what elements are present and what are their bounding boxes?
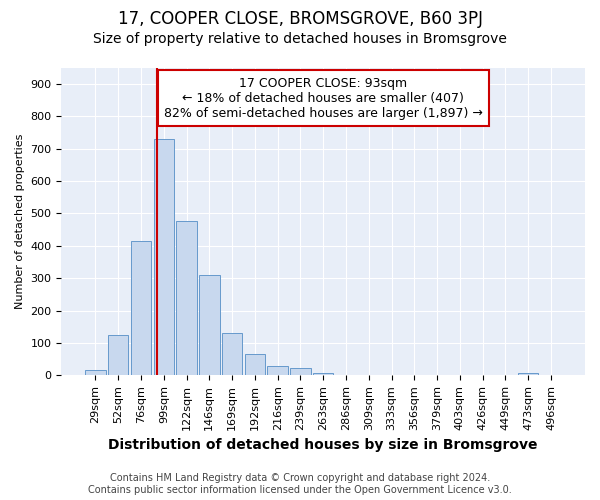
Text: Size of property relative to detached houses in Bromsgrove: Size of property relative to detached ho…	[93, 32, 507, 46]
Text: Contains HM Land Registry data © Crown copyright and database right 2024.
Contai: Contains HM Land Registry data © Crown c…	[88, 474, 512, 495]
Bar	[313, 372, 334, 376]
Bar	[154, 139, 174, 376]
Bar	[290, 368, 311, 376]
Bar	[222, 333, 242, 376]
Bar	[176, 222, 197, 376]
Text: 17, COOPER CLOSE, BROMSGROVE, B60 3PJ: 17, COOPER CLOSE, BROMSGROVE, B60 3PJ	[118, 10, 482, 28]
Bar	[85, 370, 106, 376]
Bar	[199, 275, 220, 376]
Y-axis label: Number of detached properties: Number of detached properties	[15, 134, 25, 309]
Bar	[518, 372, 538, 376]
Text: 17 COOPER CLOSE: 93sqm
← 18% of detached houses are smaller (407)
82% of semi-de: 17 COOPER CLOSE: 93sqm ← 18% of detached…	[164, 76, 482, 120]
Bar	[245, 354, 265, 376]
Bar	[108, 335, 128, 376]
Bar	[268, 366, 288, 376]
X-axis label: Distribution of detached houses by size in Bromsgrove: Distribution of detached houses by size …	[109, 438, 538, 452]
Bar	[131, 241, 151, 376]
